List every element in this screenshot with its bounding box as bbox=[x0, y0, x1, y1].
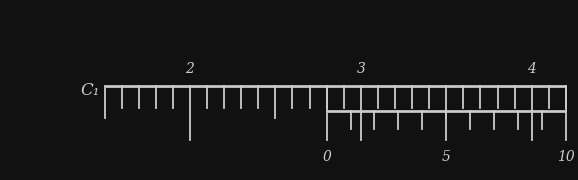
Text: 5: 5 bbox=[442, 150, 451, 164]
Text: C₁: C₁ bbox=[80, 82, 100, 98]
Text: 3: 3 bbox=[357, 62, 365, 76]
Text: 0: 0 bbox=[322, 150, 331, 164]
Text: 4: 4 bbox=[527, 62, 536, 76]
Text: 10: 10 bbox=[557, 150, 575, 164]
Text: 2: 2 bbox=[186, 62, 194, 76]
